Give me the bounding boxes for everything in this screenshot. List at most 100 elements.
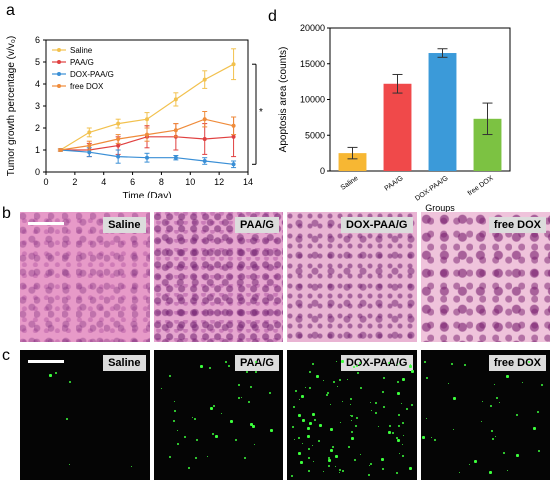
fluorescent-spot [452,397,456,401]
fluorescent-spot [491,429,494,432]
fluorescent-spot [382,390,385,393]
fluorescent-spot [338,471,340,473]
fluorescent-spot [212,432,215,435]
fluorescent-spot [169,455,172,458]
fluorescent-spot [410,404,413,407]
fluorescent-spot [172,419,175,422]
he-tile-free-dox: free DOX [420,212,550,342]
category-label: free DOX [467,175,495,198]
tile-label: Saline [103,355,146,371]
panel-label-a: a [6,2,15,19]
fluorescent-spot [350,414,353,417]
fluorescent-spot [308,422,312,426]
fluorescent-spot [350,398,353,401]
data-point [87,130,92,135]
fluorescent-spot [225,361,228,364]
tile-label: free DOX [488,355,546,371]
fluorescent-spot [448,383,450,385]
fluorescent-spot [370,410,372,412]
x-axis-label: Groups [425,203,455,213]
category-label: PAA/G [384,175,405,193]
fluorescent-spot [177,443,180,446]
fluorescent-spot [369,462,372,465]
fluorescent-spot [359,362,362,365]
fluorescence-tile-free-dox: free DOX [420,350,550,480]
fluorescent-spot [370,401,372,403]
fluorescent-spot [516,453,519,457]
fluorescent-spot [498,402,500,404]
fluorescent-spot [355,424,358,427]
fluorescent-spot [268,392,271,395]
fluorescent-spot [397,413,400,416]
x-tick-label: 8 [159,177,164,187]
data-point [116,154,121,159]
fluorescent-spot [297,437,300,440]
fluorescent-spot [311,444,313,446]
fluorescent-spot [355,417,358,420]
fluorescent-spot [234,438,237,441]
fluorescent-spot [249,422,253,426]
fluorescent-spot [245,370,248,373]
fluorescent-spot [368,464,370,466]
x-tick-label: 2 [72,177,77,187]
fluorescent-spot [503,452,506,455]
bar [383,83,412,171]
fluorescent-spot [301,394,305,398]
fluorescent-spot [492,438,495,441]
fluorescent-spot [410,369,414,373]
fluorescent-spot [402,378,406,382]
fluorescent-spot [451,363,454,366]
fluorescent-spot [212,404,215,407]
fluorescent-spot [191,416,193,418]
fluorescent-spot [327,459,331,463]
fluorescent-spot [397,392,401,396]
fluorescent-spot [174,409,177,412]
fluorescent-spot [240,396,242,398]
fluorescent-spot [397,439,401,443]
he-tile-paag: PAA/G [153,212,283,342]
fluorescent-spot [55,371,58,374]
fluorescent-spot [506,470,508,472]
fluorescent-spot [346,378,348,380]
fluorescent-spot [339,378,342,381]
y-tick-label: 4 [35,79,40,89]
x-tick-label: 12 [214,177,224,187]
fluorescent-spot [269,429,273,433]
fluorescent-spot [408,364,412,368]
fluorescent-spot [69,464,71,466]
fluorescent-spot [359,386,362,389]
fluorescent-spot [308,469,311,472]
fluorescent-spot [334,455,338,459]
fluorescent-spot [299,460,303,464]
fluorescent-spot [353,459,356,462]
fluorescent-spot [326,394,329,397]
fluorescent-spot [469,464,471,466]
fluorescent-spot [228,364,231,367]
fluorescent-spot [168,375,171,378]
fluorescent-spot [249,386,252,389]
x-tick-label: 10 [185,177,195,187]
fluorescent-spot [328,464,331,467]
fluorescent-spot [395,472,398,475]
fluorescent-spot [307,426,311,430]
fluorescent-spot [351,431,354,434]
fluorescent-spot [397,381,400,384]
fluorescent-spot [206,456,208,458]
fluorescent-spot [176,430,178,432]
fluorescent-spot [253,443,255,445]
fluorescence-tile-saline: Saline [20,350,150,480]
fluorescent-spot [452,429,454,431]
x-tick-label: 0 [43,177,48,187]
fluorescent-spot [66,417,69,420]
fluorescent-spot [367,473,370,476]
fluorescent-spot [220,413,222,415]
y-tick-label: 15000 [300,59,325,69]
fluorescent-spot [199,364,203,368]
fluorescent-spot [297,452,301,456]
fluorescent-spot [425,418,427,420]
fluorescent-spot [537,449,540,452]
legend-marker [57,60,61,64]
legend-marker [57,48,61,52]
fluorescent-spot [193,417,196,420]
